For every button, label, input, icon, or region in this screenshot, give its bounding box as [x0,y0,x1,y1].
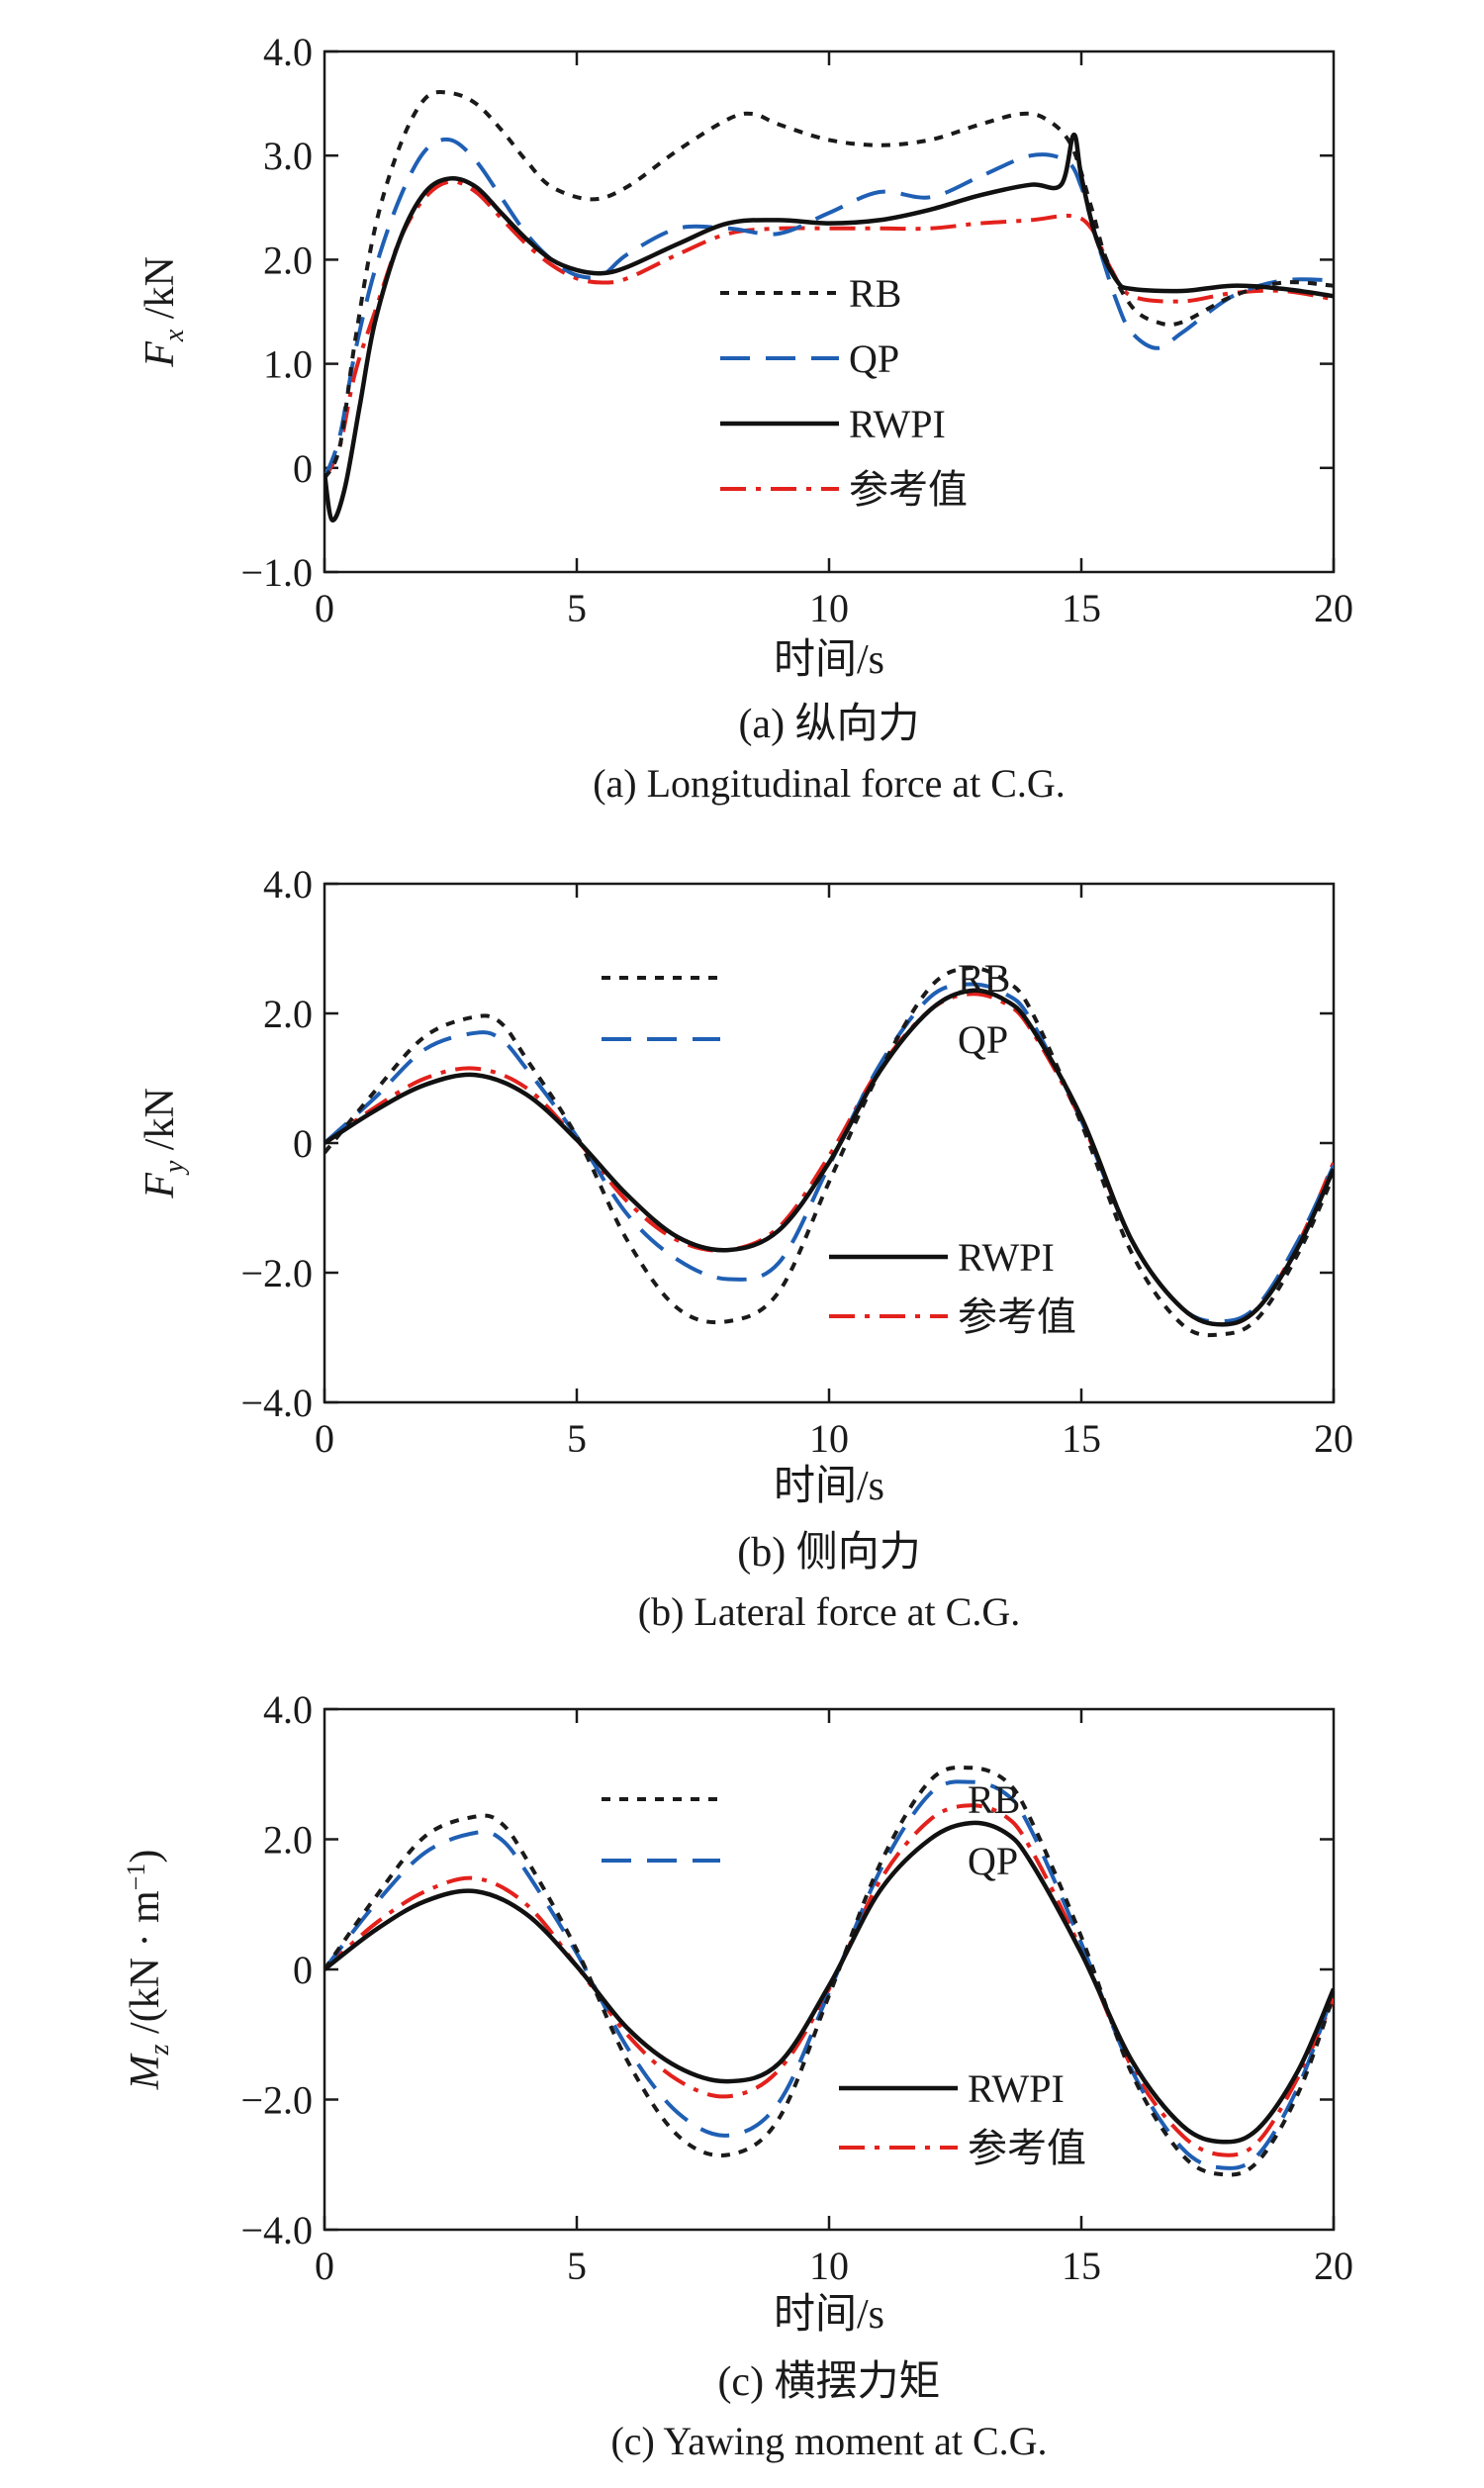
series-line-RB [325,966,1334,1338]
y-tick-label: −4.0 [240,1381,313,1425]
x-tick-label: 10 [809,2244,849,2288]
legend-label-QP: QP [958,1017,1008,1062]
y-tick-label: 2.0 [263,238,313,282]
series-line-ref [325,179,1334,480]
legend-label-QP: QP [968,1839,1018,1883]
x-tick-label: 20 [1314,1416,1353,1461]
series-line-RWPI [325,1820,1334,2145]
x-tick-label: 0 [315,586,334,630]
x-tick-label: 5 [567,2244,587,2288]
x-axis-label: 时间/s [774,1464,884,1509]
caption-chinese: (b) 侧向力 [737,1530,920,1576]
caption-chinese: (c) 横摆力矩 [717,2359,940,2405]
legend-label-ref: 参考值 [958,1294,1076,1339]
caption-english: (b) Lateral force at C.G. [638,1589,1020,1634]
x-tick-label: 15 [1062,2244,1101,2288]
y-tick-label: −2.0 [240,1251,313,1295]
legend-label-ref: 参考值 [849,467,968,512]
x-tick-label: 15 [1062,586,1101,630]
x-tick-label: 15 [1062,1416,1101,1461]
y-tick-label: 4.0 [263,1687,313,1732]
series-line-ref [325,1803,1334,2157]
y-tick-label: 1.0 [263,342,313,387]
legend-label-RWPI: RWPI [968,2066,1065,2111]
x-tick-label: 10 [809,586,849,630]
y-axis-label: Fy /kN [138,1088,190,1199]
x-tick-label: 0 [315,1416,334,1461]
y-tick-label: −1.0 [240,550,313,595]
legend-label-ref: 参考值 [968,2126,1086,2170]
chart-panel-c: 0 5 10 15 20 −4.0 −2.0 0 2.0 4.0 Mz /(kN · m−1) 时间/… [122,1687,1353,2463]
x-tick-label: 0 [315,2244,334,2288]
legend-label-RB: RB [958,956,1010,1001]
series-line-RWPI [325,132,1334,523]
y-tick-label: 2.0 [263,1818,313,1863]
y-tick-label: 0 [293,1121,313,1166]
legend-label-RWPI: RWPI [849,402,946,446]
series-line-RB [325,90,1334,480]
caption-chinese: (a) 纵向力 [738,702,919,747]
chart-panel-b: 0 5 10 15 20 −4.0 −2.0 0 2.0 4.0 Fy /kN 时间/s (b) 侧向力… [138,862,1353,1634]
x-tick-label: 20 [1314,2244,1353,2288]
x-axis-label: 时间/s [774,2292,884,2338]
x-axis-label: 时间/s [774,637,884,683]
legend-label-RB: RB [968,1777,1020,1822]
caption-english: (c) Yawing moment at C.G. [610,2419,1047,2463]
y-tick-label: −2.0 [240,2078,313,2123]
legend-label-QP: QP [849,336,899,381]
caption-english: (a) Longitudinal force at C.G. [593,761,1066,806]
y-tick-label: 0 [293,1948,313,1992]
series-line-RWPI [325,988,1334,1327]
plot-frame [323,49,1336,574]
x-tick-label: 5 [567,1416,587,1461]
y-tick-label: 3.0 [263,134,313,178]
y-tick-label: 4.0 [263,862,313,907]
y-tick-label: 2.0 [263,992,313,1036]
y-axis-label: Mz /(kN · m−1) [122,1850,175,2091]
y-tick-label: 4.0 [263,30,313,74]
y-tick-label: 0 [293,446,313,491]
legend-label-RB: RB [849,271,901,316]
y-tick-label: −4.0 [240,2208,313,2252]
series-line-QP [325,1779,1334,2170]
plot-frame [323,1707,1336,2232]
series-line-QP [325,137,1334,480]
legend-label-RWPI: RWPI [958,1235,1055,1280]
y-axis-label: Fx /kN [138,256,190,368]
x-tick-label: 10 [809,1416,849,1461]
x-tick-label: 5 [567,586,587,630]
series-line-RB [325,1765,1334,2177]
x-tick-label: 20 [1314,586,1353,630]
